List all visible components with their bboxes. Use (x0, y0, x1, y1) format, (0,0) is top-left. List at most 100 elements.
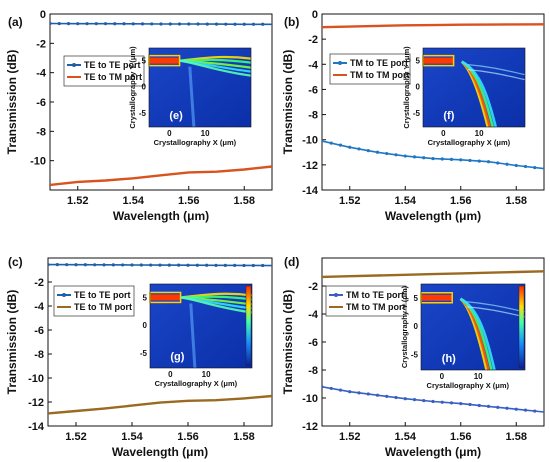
inset-y-tick: -5 (411, 351, 419, 360)
inset-bend-ray (459, 297, 496, 371)
series-point (496, 405, 500, 409)
series-point (394, 395, 398, 400)
series-point (514, 407, 518, 411)
chart-panel-c: (c) 1.52 1.54 1.56 1.58 -2 -4 -6 -8 -10 -12 -14 Wave… (5, 255, 273, 459)
series-point (422, 398, 426, 403)
x-tick-label: 1.56 (450, 195, 471, 207)
y-tick-label: -4 (308, 309, 319, 321)
series-point (214, 22, 219, 26)
series-point (251, 22, 256, 26)
x-tick-label: 1.54 (395, 195, 417, 207)
legend-marker (62, 293, 66, 297)
y-tick-label: 0 (40, 9, 46, 21)
series-line-2 (50, 165, 272, 187)
series-point (385, 394, 389, 398)
inset-frame (420, 283, 526, 371)
series-point (195, 263, 199, 267)
series-point (533, 409, 537, 413)
series-point (468, 158, 472, 163)
series-point (121, 263, 125, 267)
series-point (394, 153, 398, 157)
x-tick-label: 1.54 (123, 195, 145, 207)
inset-x-tick: 0 (440, 372, 445, 381)
x-tick-label: 1.58 (233, 431, 254, 443)
y-tick-label: -2 (36, 38, 46, 50)
series-point (168, 22, 172, 26)
series-group (48, 263, 272, 415)
series-point (412, 155, 417, 159)
series-point (431, 399, 435, 404)
legend-entry: TM to TE port (346, 290, 404, 300)
series-point (329, 386, 333, 391)
series-line-2 (322, 23, 544, 29)
inset-x-axis-title: Crystallography X (μm) (428, 138, 511, 147)
x-tick-label: 1.52 (339, 195, 360, 207)
series-point (403, 397, 407, 401)
series-point (242, 263, 246, 268)
legend-marker (334, 293, 338, 297)
y-axis-title: Transmission (dB) (5, 290, 19, 395)
series-point (196, 22, 200, 26)
inset-x-tick: 10 (201, 129, 210, 138)
x-axis-title: Wavelength (μm) (112, 445, 208, 459)
series-point (158, 263, 162, 267)
y-tick-label: -6 (308, 337, 318, 349)
plot-frame (321, 13, 545, 191)
series-point (385, 151, 389, 156)
inset-label: (e) (169, 110, 183, 122)
series-point (187, 22, 191, 26)
series-point (486, 160, 491, 164)
y-tick-label: -4 (308, 59, 319, 71)
x-tick-label: 1.56 (450, 431, 471, 443)
inset-x-tick: 0 (441, 129, 446, 138)
x-tick-label: 1.54 (121, 431, 143, 443)
series-group (322, 23, 544, 170)
series-point (486, 404, 491, 408)
series-point (214, 263, 218, 267)
x-tick-label: 1.54 (395, 431, 417, 443)
y-tick-label: -8 (308, 365, 318, 377)
legend-marker (338, 61, 342, 65)
y-tick-label: 0 (312, 9, 318, 21)
x-axis-title: Wavelength (μm) (113, 209, 209, 223)
plot-frame (47, 257, 273, 427)
series-point (348, 390, 352, 394)
inset-y-tick: 5 (416, 57, 421, 66)
y-tick-label: -4 (36, 68, 47, 80)
inset-y-tick: -5 (413, 109, 421, 118)
inset-y-axis-title: Crystallography Y (μm) (400, 285, 409, 368)
series-point (357, 391, 361, 395)
series-point (403, 154, 407, 158)
inset-input-mode (150, 294, 181, 301)
legend-marker (72, 63, 76, 67)
inset-y-tick: -5 (139, 109, 147, 118)
series-point (338, 143, 343, 147)
series-point (55, 263, 59, 267)
y-tick-label: -10 (302, 135, 318, 147)
series-point (65, 263, 69, 267)
series-point (375, 393, 380, 397)
series-point (233, 263, 237, 267)
series-point (477, 159, 481, 163)
inset-y-tick: 0 (143, 321, 148, 330)
inset-x-axis-title: Crystallography X (μm) (155, 379, 238, 388)
legend-entry: TM to TM port (346, 302, 405, 312)
inset-y-axis-title: Crystallography Y (μm) (402, 46, 411, 129)
series-point (322, 385, 324, 389)
series-point (66, 22, 71, 26)
series-point (140, 22, 145, 26)
inset-x-tick: 10 (475, 129, 484, 138)
legend: TM to TE port TM to TM port (325, 285, 407, 317)
series-point (505, 406, 509, 410)
y-tick-label: -10 (28, 373, 44, 385)
series-line-2 (48, 394, 272, 415)
chart-panel-d: (d) 1.52 1.54 1.56 1.58 -2 -4 -6 -8 -10 -12 Wavelen… (281, 255, 545, 459)
series-point (375, 150, 380, 154)
inset-fan-ray (467, 64, 526, 76)
series-point (224, 22, 228, 26)
legend: TE to TE port TE to TM port (63, 55, 145, 87)
y-tick-label: -2 (308, 281, 318, 293)
